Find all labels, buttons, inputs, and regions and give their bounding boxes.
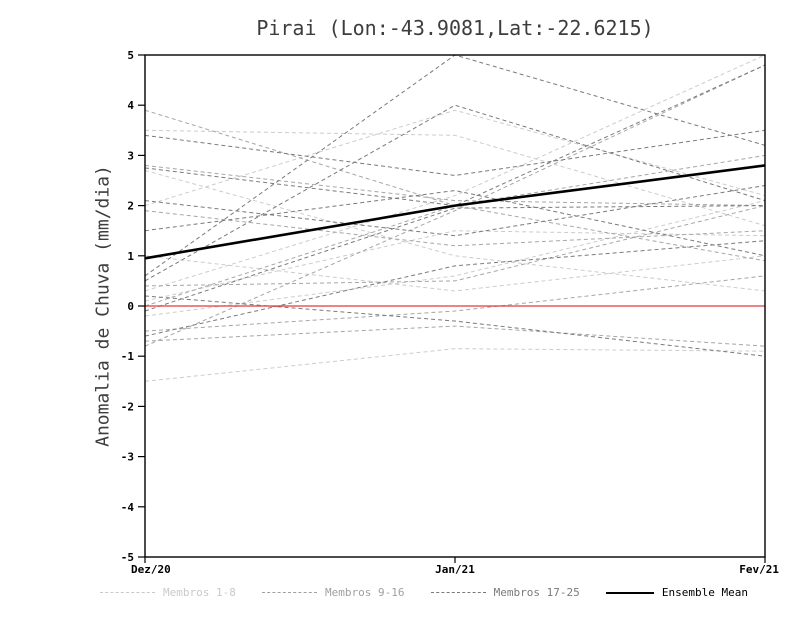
y-tick-label: 5 <box>127 49 134 62</box>
member-line <box>144 295 766 357</box>
legend-label: Ensemble Mean <box>661 586 748 599</box>
member-line <box>144 275 766 332</box>
legend-label: Membros 9-16 <box>325 586 405 599</box>
legend-line-sample-dashed <box>430 592 486 593</box>
member-lines-group <box>144 54 766 382</box>
y-tick-label: 3 <box>127 149 134 162</box>
chart-title: Pirai (Lon:-43.9081,Lat:-22.6215) <box>256 16 654 40</box>
y-tick-label: 4 <box>127 99 134 112</box>
legend-line-sample-solid <box>605 591 654 594</box>
member-line <box>144 210 766 247</box>
member-line <box>144 64 766 207</box>
axes-group: -5 -4 -3 -2 -1 0 1 2 3 4 5 Dez/20 Jan/21 Fev/21 <box>121 49 780 576</box>
member-line <box>144 164 766 207</box>
y-tick-label: 0 <box>127 300 134 313</box>
member-line <box>144 169 766 292</box>
y-tick-label: -3 <box>121 451 134 464</box>
x-tick-label: Jan/21 <box>435 563 475 576</box>
legend-item-members-1-8: Membros 1-8 <box>100 586 236 599</box>
member-line <box>144 255 766 292</box>
member-line <box>144 129 766 227</box>
legend-item-members-17-25: Membros 17-25 <box>430 586 580 599</box>
member-line <box>144 109 766 207</box>
y-tick-label: 2 <box>127 200 134 213</box>
member-line <box>144 109 766 262</box>
y-axis-label: Anomalia de Chuva (mm/dia) <box>92 165 114 447</box>
x-tick-label: Dez/20 <box>131 563 171 576</box>
legend-line-sample-dashed <box>262 592 318 593</box>
x-tick-label: Fev/21 <box>739 563 779 576</box>
y-tick-label: -4 <box>121 501 135 514</box>
member-line <box>144 348 766 382</box>
member-line <box>144 240 766 337</box>
y-tick-label: 1 <box>127 250 134 263</box>
member-line <box>144 205 766 287</box>
member-line <box>144 230 766 302</box>
member-line <box>144 54 766 292</box>
anomaly-line-chart: -5 -4 -3 -2 -1 0 1 2 3 4 5 Dez/20 Jan/21 Fev/21 <box>121 49 780 576</box>
y-tick-label: -5 <box>121 551 134 564</box>
y-tick-label: -1 <box>121 350 135 363</box>
member-line <box>144 64 766 347</box>
member-line <box>144 185 766 237</box>
ensemble-mean-line <box>144 164 766 260</box>
member-line <box>144 205 766 312</box>
legend-label: Membros 17-25 <box>493 586 580 599</box>
legend: Membros 1-8 Membros 9-16 Membros 17-25 E… <box>100 586 748 599</box>
member-line <box>144 200 766 317</box>
legend-item-members-9-16: Membros 9-16 <box>262 586 405 599</box>
legend-label: Membros 1-8 <box>163 586 236 599</box>
legend-line-sample-dashed <box>100 592 155 593</box>
y-tick-label: -2 <box>121 400 134 413</box>
legend-item-ensemble-mean: Ensemble Mean <box>605 586 748 599</box>
member-line <box>144 129 766 176</box>
member-line <box>144 325 766 347</box>
